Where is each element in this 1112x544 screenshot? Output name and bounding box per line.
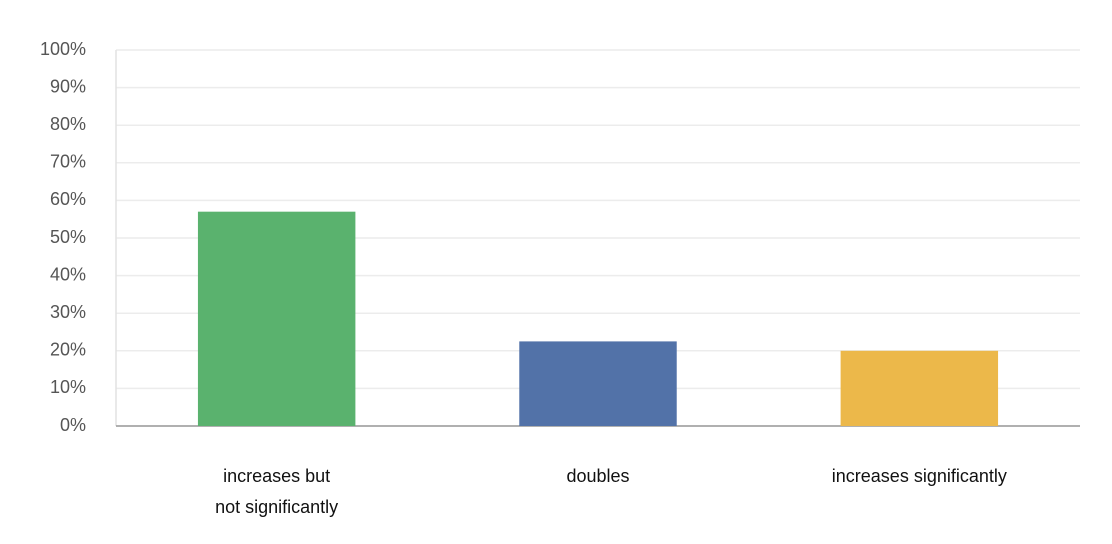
bar [197, 211, 356, 426]
y-tick-label: 80% [50, 114, 86, 134]
y-tick-label: 10% [50, 377, 86, 397]
y-tick-label: 20% [50, 340, 86, 360]
y-tick-label: 30% [50, 302, 86, 322]
bar [519, 341, 677, 426]
y-tick-label: 0% [60, 415, 86, 435]
x-tick-label: increases but not significantly [215, 466, 339, 517]
y-tick-label: 50% [50, 227, 86, 247]
y-tick-label: 100% [40, 39, 86, 59]
x-tick-label: increases significantly [831, 466, 1007, 486]
y-tick-label: 40% [50, 264, 86, 284]
bar [840, 350, 999, 426]
y-tick-label: 60% [50, 189, 86, 209]
y-tick-label: 70% [50, 152, 86, 172]
x-tick-label: doubles [566, 466, 630, 486]
y-tick-label: 90% [50, 76, 86, 96]
